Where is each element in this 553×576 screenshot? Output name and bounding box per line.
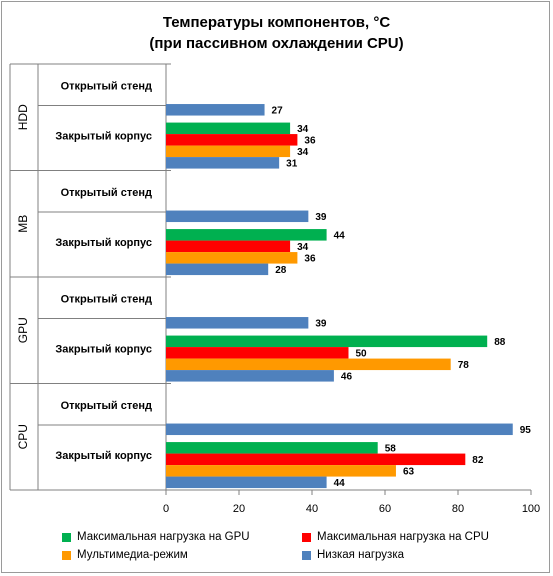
data-label: 28 bbox=[275, 265, 287, 276]
category-label: Открытый стенд bbox=[61, 294, 152, 306]
x-tick-label: 40 bbox=[306, 503, 318, 515]
legend-swatch bbox=[302, 550, 311, 560]
legend-item-cpu-load: Максимальная нагрузка на CPU bbox=[302, 528, 489, 546]
bar bbox=[166, 134, 298, 146]
bar bbox=[166, 145, 291, 158]
data-label: 88 bbox=[494, 337, 506, 348]
data-label: 34 bbox=[297, 124, 309, 135]
data-label: 31 bbox=[286, 158, 298, 169]
bar bbox=[166, 104, 265, 116]
bar bbox=[166, 229, 327, 241]
group-label: MB bbox=[16, 215, 30, 233]
data-label: 95 bbox=[520, 425, 532, 436]
x-tick-label: 100 bbox=[522, 503, 540, 515]
data-label: 50 bbox=[356, 348, 368, 359]
category-label: Закрытый корпус bbox=[55, 344, 152, 356]
data-label: 46 bbox=[341, 371, 353, 382]
data-label: 34 bbox=[297, 242, 309, 253]
bar bbox=[166, 370, 334, 382]
data-label: 58 bbox=[385, 443, 397, 454]
chart-subtitle: (при пассивном охлаждении CPU) bbox=[149, 35, 404, 52]
legend-swatch bbox=[62, 550, 71, 560]
x-tick-label: 0 bbox=[163, 503, 169, 515]
bar bbox=[166, 263, 269, 276]
x-tick-label: 60 bbox=[379, 503, 391, 515]
bar bbox=[166, 423, 513, 436]
data-label: 34 bbox=[297, 147, 309, 158]
chart-legend: Максимальная нагрузка на GPU Максимальна… bbox=[62, 528, 532, 566]
data-label: 44 bbox=[334, 230, 346, 241]
group-label: GPU bbox=[16, 317, 30, 343]
category-label: Закрытый корпус bbox=[55, 131, 152, 143]
chart-title-block: Температуры компонентов, °C (при пассивн… bbox=[0, 12, 553, 54]
bar bbox=[166, 122, 291, 135]
data-label: 82 bbox=[472, 455, 484, 466]
legend-label: Низкая нагрузка bbox=[317, 549, 405, 561]
legend-item-low-load: Низкая нагрузка bbox=[302, 546, 404, 564]
legend-label: Максимальная нагрузка на GPU bbox=[77, 531, 250, 543]
group-label: HDD bbox=[16, 104, 30, 130]
bar bbox=[166, 157, 280, 169]
bar bbox=[166, 442, 378, 454]
data-label: 63 bbox=[403, 466, 415, 477]
legend-label: Максимальная нагрузка на CPU bbox=[317, 531, 489, 543]
bar bbox=[166, 465, 396, 477]
bar bbox=[166, 476, 327, 489]
legend-item-gpu-load: Максимальная нагрузка на GPU bbox=[62, 528, 250, 546]
group-label: CPU bbox=[16, 424, 30, 449]
bar bbox=[166, 210, 309, 223]
legend-label: Мультимедиа-режим bbox=[77, 549, 188, 561]
data-label: 39 bbox=[315, 212, 327, 223]
category-label: Закрытый корпус bbox=[55, 450, 152, 462]
x-tick-label: 20 bbox=[233, 503, 245, 515]
data-label: 44 bbox=[334, 478, 346, 489]
category-label: Закрытый корпус bbox=[55, 237, 152, 249]
legend-item-multimedia: Мультимедиа-режим bbox=[62, 546, 188, 564]
data-label: 39 bbox=[315, 318, 327, 329]
bar bbox=[166, 347, 349, 359]
data-label: 78 bbox=[458, 360, 470, 371]
bar bbox=[166, 252, 298, 264]
data-label: 36 bbox=[304, 135, 316, 146]
data-label: 36 bbox=[304, 253, 316, 264]
category-label: Открытый стенд bbox=[61, 187, 152, 199]
data-label: 27 bbox=[272, 105, 284, 116]
bar bbox=[166, 453, 466, 466]
bar bbox=[166, 335, 488, 348]
bar bbox=[166, 317, 309, 329]
chart-title: Температуры компонентов, °C bbox=[162, 14, 391, 31]
legend-swatch bbox=[302, 532, 311, 542]
bar bbox=[166, 240, 291, 253]
x-tick-label: 80 bbox=[452, 503, 464, 515]
legend-swatch bbox=[62, 532, 71, 542]
category-label: Открытый стенд bbox=[61, 81, 152, 93]
category-label: Открытый стенд bbox=[61, 400, 152, 412]
bar bbox=[166, 358, 451, 371]
